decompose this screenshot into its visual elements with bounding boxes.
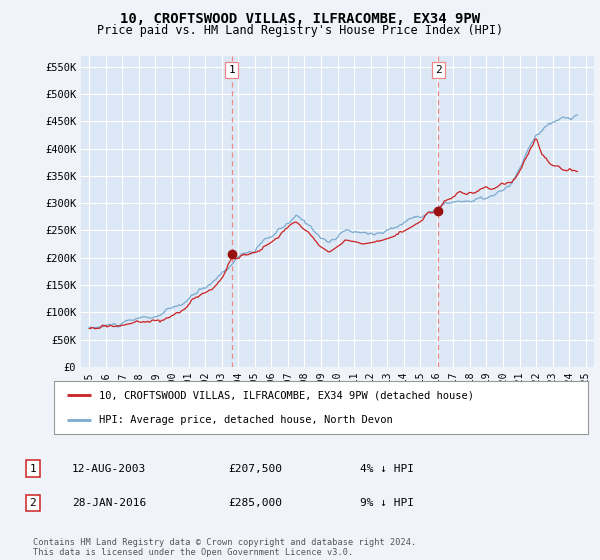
- Text: 12-AUG-2003: 12-AUG-2003: [72, 464, 146, 474]
- Text: 9% ↓ HPI: 9% ↓ HPI: [360, 498, 414, 508]
- Text: HPI: Average price, detached house, North Devon: HPI: Average price, detached house, Nort…: [100, 414, 393, 424]
- Text: 10, CROFTSWOOD VILLAS, ILFRACOMBE, EX34 9PW (detached house): 10, CROFTSWOOD VILLAS, ILFRACOMBE, EX34 …: [100, 390, 475, 400]
- Text: 1: 1: [229, 65, 235, 75]
- Text: 4% ↓ HPI: 4% ↓ HPI: [360, 464, 414, 474]
- Text: 1: 1: [29, 464, 37, 474]
- Text: 10, CROFTSWOOD VILLAS, ILFRACOMBE, EX34 9PW: 10, CROFTSWOOD VILLAS, ILFRACOMBE, EX34 …: [120, 12, 480, 26]
- Text: 2: 2: [29, 498, 37, 508]
- Text: £207,500: £207,500: [228, 464, 282, 474]
- Text: Price paid vs. HM Land Registry's House Price Index (HPI): Price paid vs. HM Land Registry's House …: [97, 24, 503, 37]
- Text: Contains HM Land Registry data © Crown copyright and database right 2024.
This d: Contains HM Land Registry data © Crown c…: [33, 538, 416, 557]
- Text: 28-JAN-2016: 28-JAN-2016: [72, 498, 146, 508]
- Text: 2: 2: [435, 65, 442, 75]
- Text: £285,000: £285,000: [228, 498, 282, 508]
